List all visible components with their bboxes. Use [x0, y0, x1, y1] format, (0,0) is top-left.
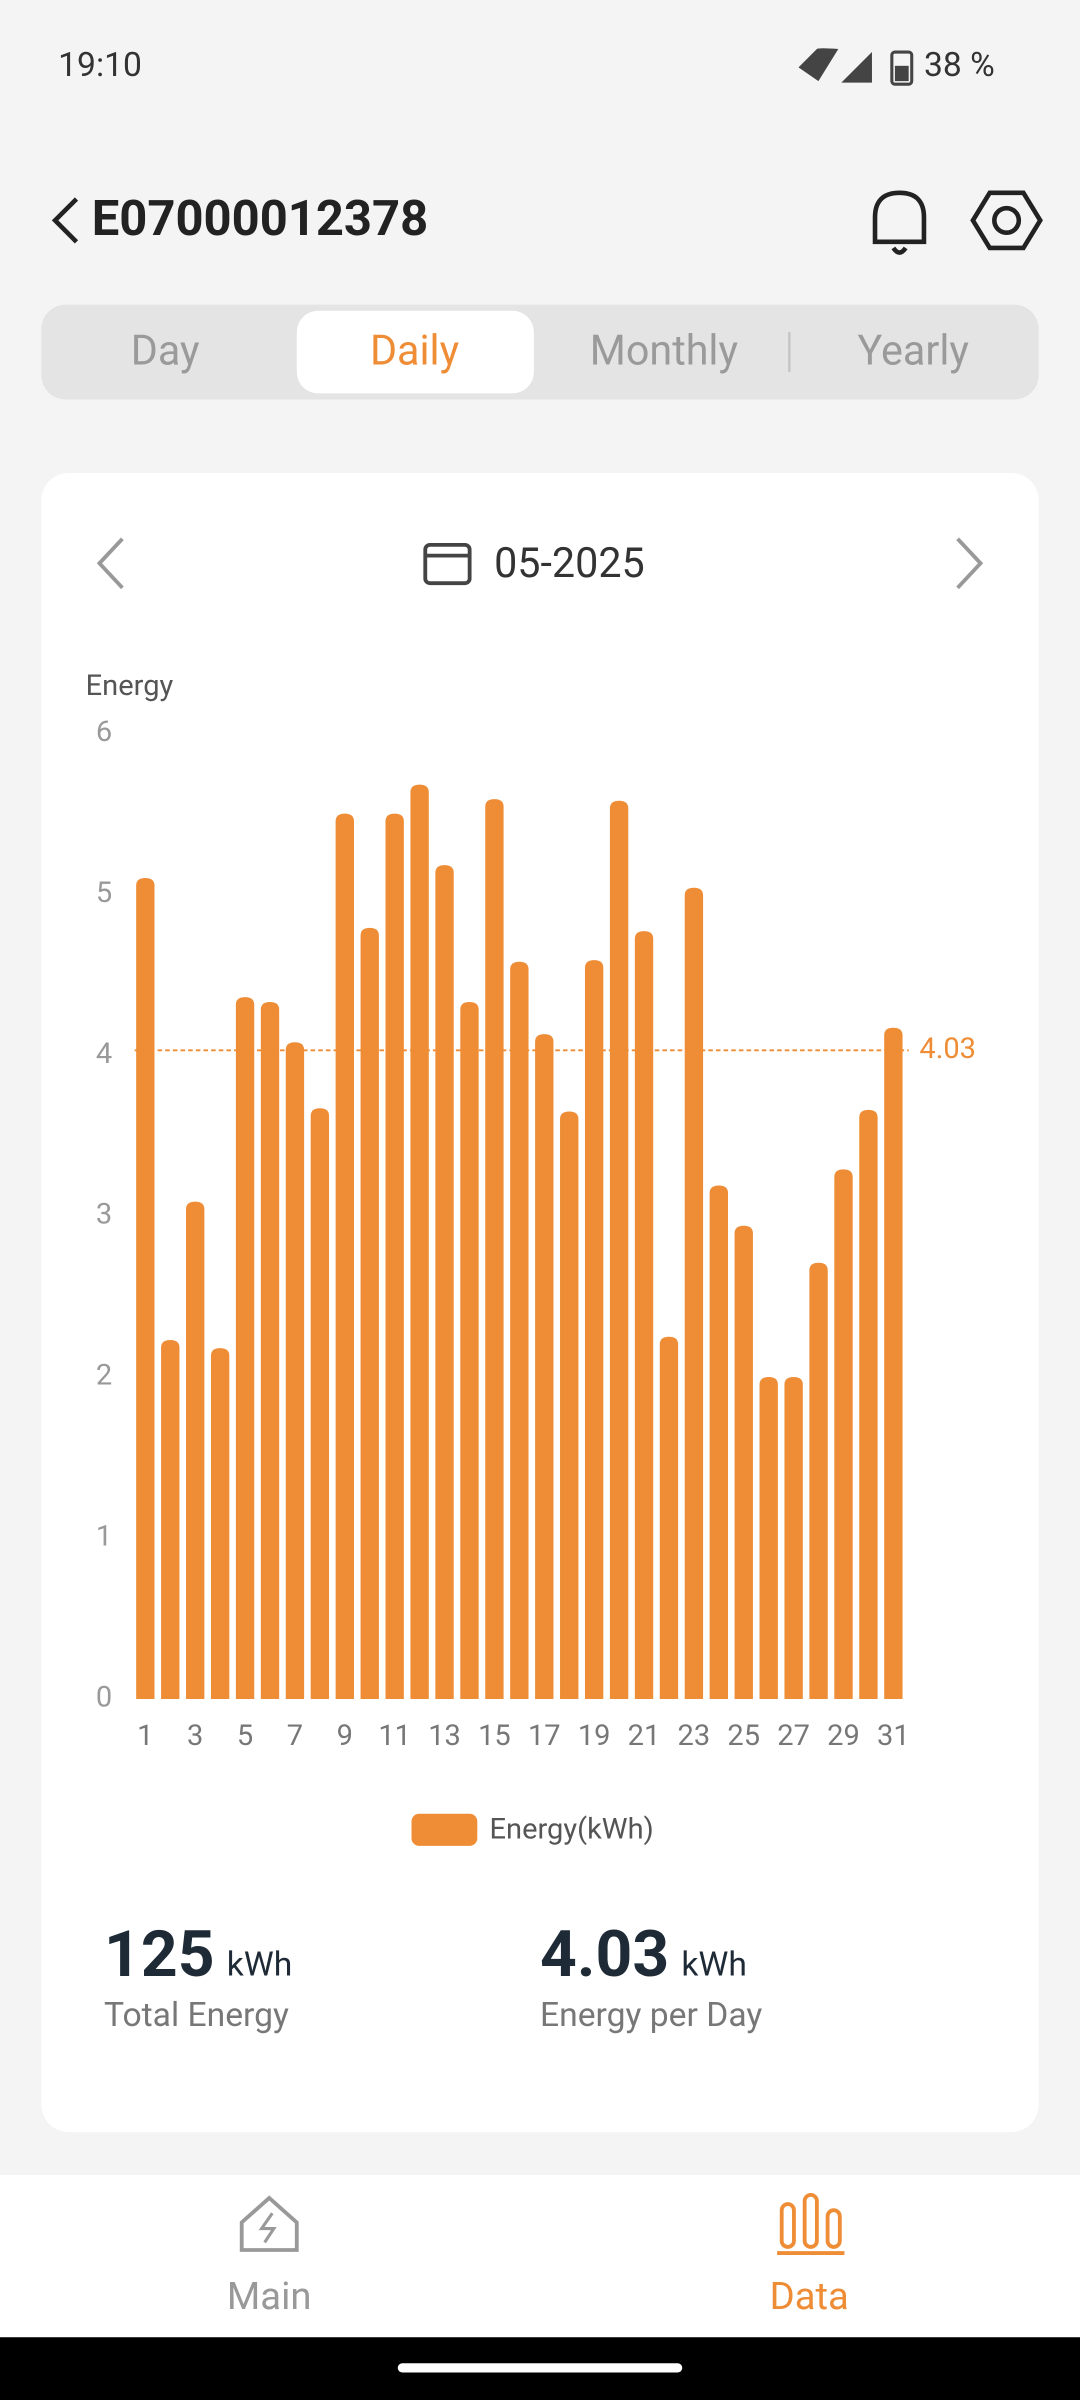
next-period-button[interactable]: [956, 537, 984, 590]
summary-unit: kWh: [681, 1946, 746, 1985]
bar: [734, 1225, 753, 1699]
x-tick-label: 21: [628, 1719, 661, 1753]
bar: [435, 865, 454, 1699]
bar: [335, 813, 354, 1699]
data-icon[interactable]: [779, 2202, 796, 2249]
bar: [260, 1001, 280, 1699]
main-icon[interactable]: [239, 2195, 299, 2252]
tab[interactable]: Yearly: [858, 327, 970, 375]
bar: [584, 960, 604, 1699]
y-tick-label: 4: [96, 1037, 112, 1071]
bar: [535, 1034, 554, 1699]
x-tick-label: 3: [187, 1719, 203, 1753]
settings-button[interactable]: [970, 190, 1043, 251]
bar: [210, 1348, 230, 1699]
bar: [809, 1262, 828, 1699]
nav-data[interactable]: Data: [770, 2275, 849, 2319]
x-tick-label: 27: [777, 1719, 810, 1753]
calendar-icon[interactable]: [423, 542, 472, 586]
bar: [460, 1001, 479, 1699]
x-tick-label: 5: [237, 1719, 253, 1753]
bar: [360, 927, 379, 1699]
bar: [510, 961, 529, 1699]
bar: [235, 997, 255, 1699]
x-tick-label: 19: [578, 1719, 611, 1753]
tab-active-bg: [296, 310, 534, 394]
y-tick-label: 1: [96, 1520, 112, 1554]
x-tick-label: 13: [428, 1719, 461, 1753]
bar: [859, 1109, 878, 1699]
bar: [634, 931, 654, 1699]
x-tick-label: 17: [528, 1719, 561, 1753]
bar: [285, 1042, 305, 1699]
bar: [385, 813, 404, 1699]
main-icon-bolt: [258, 2212, 277, 2244]
legend-label: Energy(kWh): [490, 1812, 654, 1846]
device-title: E07000012378: [92, 190, 428, 247]
x-tick-label: 7: [287, 1719, 303, 1753]
x-tick-label: 1: [137, 1719, 153, 1753]
home-indicator[interactable]: [397, 2363, 683, 2373]
bar: [759, 1377, 778, 1699]
tab[interactable]: Daily: [370, 327, 460, 375]
data-icon-bar: [825, 2208, 842, 2249]
bar: [485, 799, 504, 1699]
status-time: 19:10: [58, 46, 142, 85]
bar: [186, 1201, 205, 1699]
period-label[interactable]: 05-2025: [494, 540, 645, 588]
settings-button-center: [992, 205, 1022, 235]
summary-label: Total Energy: [104, 1996, 289, 2035]
tab[interactable]: Monthly: [590, 327, 739, 375]
data-icon-bar: [802, 2192, 819, 2249]
bar: [560, 1111, 579, 1699]
notification-button[interactable]: [872, 190, 927, 255]
x-tick-label: 11: [378, 1719, 411, 1753]
bar: [310, 1108, 330, 1699]
tab[interactable]: Day: [131, 327, 200, 375]
x-tick-label: 29: [827, 1719, 860, 1753]
summary-value: 125: [104, 1916, 215, 1992]
tab-bar: [41, 304, 1039, 400]
bar: [410, 784, 429, 1699]
summary-value: 4.03: [540, 1916, 669, 1992]
summary-label: Energy per Day: [540, 1996, 762, 2035]
x-tick-label: 25: [727, 1719, 760, 1753]
legend-swatch: [411, 1813, 478, 1846]
bottom-nav: [0, 2175, 1080, 2338]
battery-level: [894, 65, 909, 82]
wifi-icon: [798, 48, 839, 82]
bar: [659, 1336, 679, 1699]
average-label: 4.03: [919, 1032, 976, 1066]
x-tick-label: 23: [678, 1719, 711, 1753]
bar: [834, 1169, 853, 1699]
x-tick-label: 31: [877, 1719, 910, 1753]
bar: [709, 1185, 729, 1699]
bar: [684, 887, 704, 1699]
prev-period-button[interactable]: [96, 537, 124, 590]
y-tick-label: 0: [96, 1681, 112, 1715]
bar: [161, 1340, 180, 1699]
summary-unit: kWh: [227, 1946, 292, 1985]
x-tick-label: 15: [478, 1719, 511, 1753]
y-tick-label: 5: [96, 876, 112, 910]
battery-icon: [890, 50, 914, 86]
y-axis-title: Energy: [86, 669, 174, 703]
bar: [784, 1377, 803, 1699]
x-tick-label: 9: [337, 1719, 353, 1753]
y-tick-label: 3: [96, 1198, 112, 1232]
back-button[interactable]: [51, 197, 79, 244]
y-tick-label: 6: [96, 715, 112, 749]
status-battery: 38 %: [924, 46, 995, 85]
y-tick-label: 2: [96, 1359, 112, 1393]
signal-icon: [841, 52, 872, 83]
nav-main[interactable]: Main: [227, 2275, 312, 2319]
bar: [884, 1027, 903, 1699]
bar: [136, 878, 155, 1699]
bar: [609, 800, 629, 1699]
